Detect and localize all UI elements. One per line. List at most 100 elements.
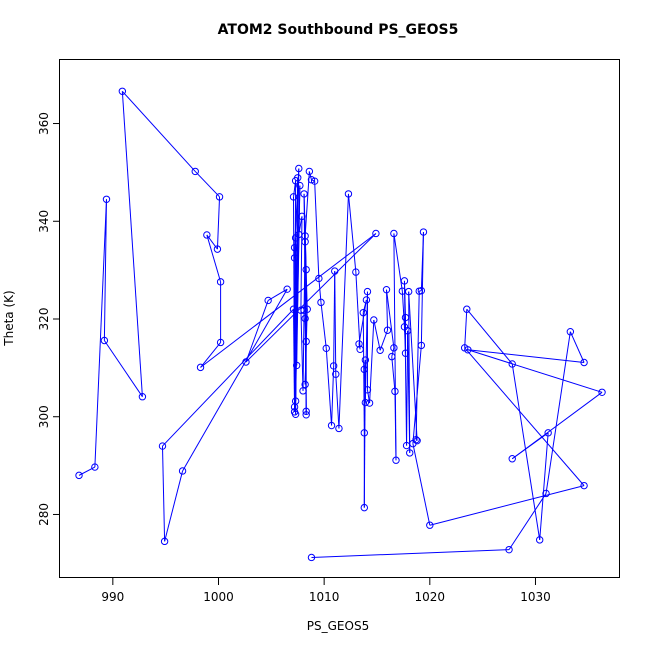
line-segment (412, 345, 422, 444)
x-axis: 990 1000 1010 1020 1030 (101, 578, 551, 604)
data-point (216, 338, 225, 347)
line-segment (103, 340, 143, 397)
data-point (118, 87, 127, 95)
line-segment (206, 234, 222, 283)
data-point (215, 193, 224, 201)
data-point (580, 481, 588, 490)
line-segment (311, 549, 510, 558)
data-point (392, 456, 400, 464)
line-segment (302, 310, 305, 391)
line-segment (162, 308, 294, 447)
data-point (352, 268, 360, 276)
line-segment (294, 234, 300, 259)
data-point (566, 328, 575, 336)
data-point (301, 238, 309, 246)
data-point (363, 287, 372, 296)
data-point (216, 278, 225, 286)
data-point (317, 298, 325, 307)
data-point (289, 193, 298, 201)
line-segment (216, 196, 221, 250)
x-tick-label: 1000 (203, 590, 234, 604)
y-tick-label: 360 (37, 112, 51, 135)
line-segment (511, 391, 603, 460)
data-point (505, 545, 513, 554)
line-segment (318, 278, 322, 303)
data-point (300, 306, 308, 314)
data-point (365, 399, 374, 407)
data-point (283, 285, 291, 293)
line-segment (373, 319, 381, 351)
line-segment (304, 309, 308, 385)
line-segment (466, 308, 513, 365)
data-point (322, 344, 330, 353)
line-segment (103, 199, 107, 341)
data-point (417, 341, 426, 350)
data-point (332, 370, 340, 378)
data-point (360, 503, 369, 512)
data-point (302, 265, 310, 274)
line-segment (362, 299, 367, 313)
chart-title: ATOM2 Southbound PS_GEOS5 (218, 22, 459, 38)
data-point (100, 336, 109, 345)
data-point (388, 352, 396, 361)
x-axis-label: PS_GEOS5 (307, 619, 369, 633)
data-point (464, 346, 472, 354)
data-point (264, 296, 272, 305)
data-point (302, 337, 310, 346)
line-segment (121, 91, 143, 397)
data-point (463, 305, 471, 313)
data-point (362, 296, 371, 304)
data-point (327, 421, 336, 430)
line-segment (393, 233, 397, 461)
data-point (298, 212, 306, 221)
data-point (391, 387, 399, 396)
y-axis: 280 300 320 340 360 (37, 112, 60, 526)
line-segment (300, 216, 303, 311)
data-point (196, 363, 205, 372)
data-point (376, 346, 384, 354)
data-point (291, 397, 300, 405)
data-point (355, 340, 363, 348)
data-point (289, 305, 298, 313)
data-point (331, 267, 339, 275)
data-point (329, 362, 338, 370)
line-segment (295, 237, 298, 366)
line-segment (314, 181, 320, 279)
line-segment (569, 331, 585, 363)
y-tick-label: 300 (37, 405, 51, 428)
line-segment (429, 485, 585, 526)
line-segment (320, 302, 327, 349)
data-point (242, 358, 250, 366)
data-point (138, 393, 147, 401)
data-point (310, 177, 319, 185)
data-point (542, 489, 550, 498)
line-segment (539, 432, 549, 540)
data-point (401, 313, 410, 322)
y-tick-label: 320 (37, 308, 51, 331)
data-point (191, 167, 199, 176)
line-segment (182, 288, 288, 472)
y-tick-label: 280 (37, 503, 51, 526)
data-point (508, 360, 516, 368)
data-point (290, 254, 299, 262)
data-point (544, 429, 552, 437)
data-point (598, 388, 606, 397)
data-point (361, 356, 370, 364)
data-point (406, 449, 414, 457)
data-point (213, 245, 222, 253)
line-segment (200, 342, 221, 368)
data-point (292, 361, 301, 370)
data-point (102, 195, 111, 203)
data-point (305, 167, 314, 176)
line-segment (545, 331, 571, 494)
line-segment (308, 171, 312, 180)
data-point (426, 521, 434, 529)
line-segment (415, 439, 418, 442)
line-segment (385, 289, 389, 331)
data-point (508, 455, 516, 463)
line-segment (412, 443, 431, 526)
data-point (417, 286, 426, 295)
line-segment (467, 349, 603, 393)
line-segment (508, 493, 547, 550)
data-point (361, 398, 370, 407)
